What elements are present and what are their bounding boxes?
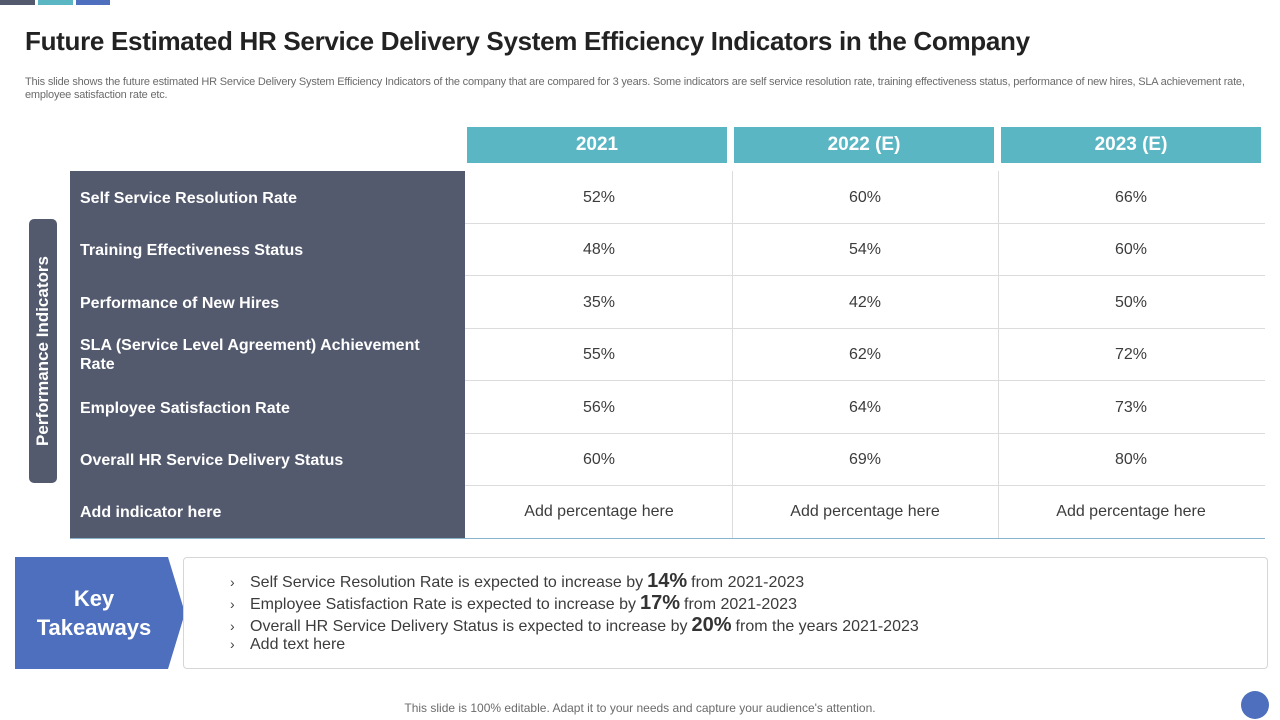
table-bottom-border [70, 538, 1265, 539]
footer-note: This slide is 100% editable. Adapt it to… [404, 701, 876, 715]
table-cell: 55% [582, 346, 616, 363]
indicator-label-panel [70, 171, 465, 538]
takeaway-highlight: 14% [647, 570, 688, 592]
table-cell: 52% [582, 189, 616, 206]
chevron-right-icon: › [230, 618, 235, 634]
table-cell: 42% [848, 294, 882, 311]
key-takeaways-heading: Key Takeaways [36, 586, 152, 640]
table-cell: 64% [848, 399, 882, 416]
table-cell: 60% [582, 451, 616, 468]
table-cell: 60% [1114, 241, 1148, 258]
row-divider [465, 328, 1265, 329]
row-divider [465, 223, 1265, 224]
indicator-label: Self Service Resolution Rate [80, 189, 297, 207]
table-cell: Add percentage here [790, 503, 940, 520]
column-divider [732, 171, 733, 538]
list-item: › Self Service Resolution Rate is expect… [230, 570, 1230, 592]
takeaway-text: Overall HR Service Delivery Status is ex… [250, 618, 688, 635]
table-cell: Add percentage here [1056, 503, 1206, 520]
list-item: › Add text here [230, 636, 1230, 658]
corner-decoration-circle [1241, 691, 1269, 719]
top-accent-bar-teal [38, 0, 73, 5]
table-cell: 66% [1114, 189, 1148, 206]
table-cell: 80% [1114, 451, 1148, 468]
year-header-2023: 2023 (E) [1001, 127, 1261, 163]
key-takeaways-box [183, 557, 1268, 669]
table-cell: 50% [1114, 294, 1148, 311]
table-cell: 56% [582, 399, 616, 416]
key-takeaways-list: › Self Service Resolution Rate is expect… [230, 570, 1230, 658]
list-item: › Overall HR Service Delivery Status is … [230, 614, 1230, 636]
chevron-right-icon: › [230, 574, 235, 590]
year-header-2022: 2022 (E) [734, 127, 994, 163]
indicator-label: Overall HR Service Delivery Status [80, 451, 344, 469]
takeaway-text: Add text here [250, 636, 346, 653]
table-cell: Add percentage here [524, 503, 674, 520]
year-header-2021: 2021 [467, 127, 727, 163]
table-cell: 48% [582, 241, 616, 258]
row-divider [465, 380, 1265, 381]
indicator-label: SLA (Service Level Agreement) Achievemen… [80, 337, 420, 373]
performance-indicators-label: Performance Indicators [29, 219, 57, 483]
table-cell: 73% [1114, 399, 1148, 416]
top-accent-bar-blue [76, 0, 110, 5]
takeaway-text: from 2021-2023 [691, 574, 805, 591]
list-item: › Employee Satisfaction Rate is expected… [230, 592, 1230, 614]
table-cell: 35% [582, 294, 616, 311]
chevron-right-icon: › [230, 636, 235, 652]
indicator-label: Add indicator here [80, 503, 222, 521]
row-divider [465, 275, 1265, 276]
indicator-label: Training Effectiveness Status [80, 241, 304, 259]
table-cell: 62% [848, 346, 882, 363]
top-accent-bar-slate [0, 0, 35, 5]
table-cell: 60% [848, 189, 882, 206]
performance-indicators-text: Performance Indicators [33, 256, 52, 446]
table-cell: 72% [1114, 346, 1148, 363]
chevron-right-icon: › [230, 596, 235, 612]
takeaway-text: Employee Satisfaction Rate is expected t… [250, 596, 636, 613]
takeaway-text: from the years 2021-2023 [735, 618, 919, 635]
takeaway-highlight: 17% [639, 592, 681, 614]
takeaway-highlight: 20% [691, 614, 732, 636]
row-divider [465, 485, 1265, 486]
slide-subtitle: This slide shows the future estimated HR… [25, 76, 1245, 101]
slide-title: Future Estimated HR Service Delivery Sys… [25, 26, 1030, 56]
indicator-label: Performance of New Hires [80, 294, 280, 312]
indicator-label: Employee Satisfaction Rate [80, 399, 290, 417]
column-divider [998, 171, 999, 538]
key-takeaways-arrow: Key Takeaways [15, 557, 185, 669]
table-cell: 54% [848, 241, 882, 258]
row-divider [465, 433, 1265, 434]
takeaway-text: Self Service Resolution Rate is expected… [250, 574, 644, 591]
table-cell: 69% [848, 451, 882, 468]
takeaway-text: from 2021-2023 [684, 596, 797, 613]
